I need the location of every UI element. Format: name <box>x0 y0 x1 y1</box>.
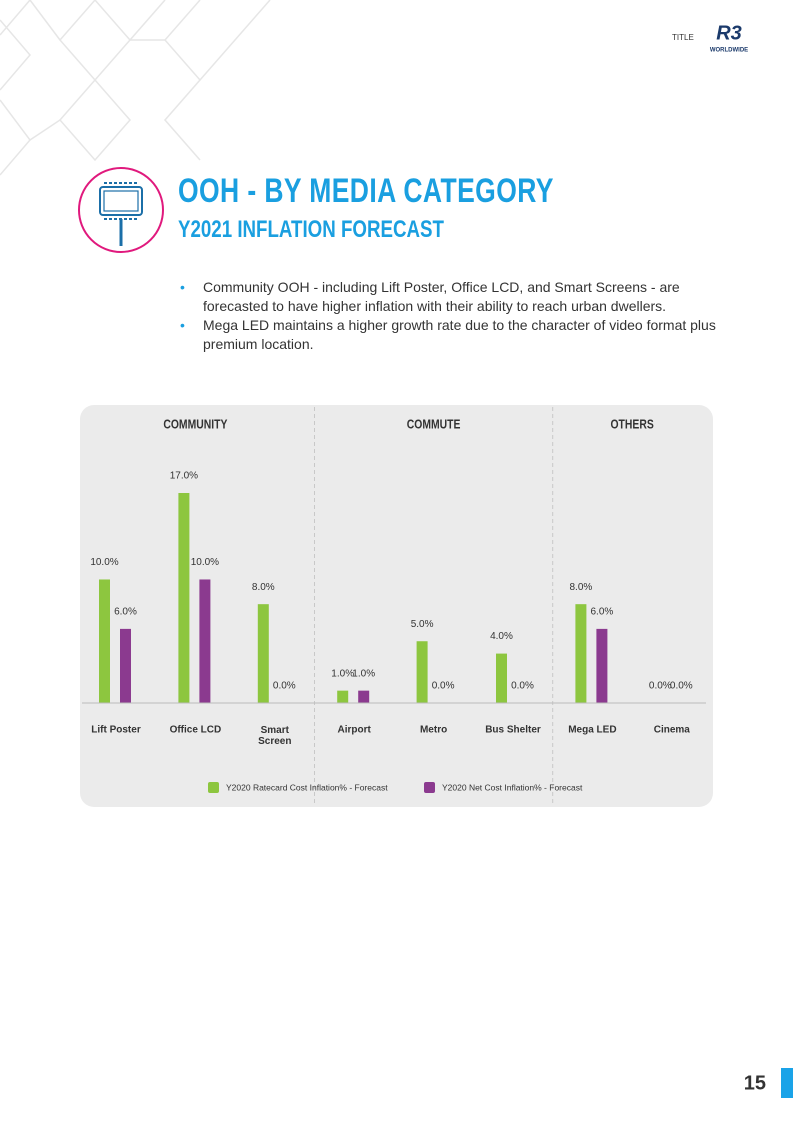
bar <box>120 628 131 703</box>
legend-swatch <box>208 782 219 793</box>
value-label: 10.0% <box>191 557 219 568</box>
category-label: Mega LED <box>568 725 616 736</box>
bar <box>337 690 349 703</box>
value-label: 17.0% <box>170 471 198 482</box>
category-label: Airport <box>338 725 372 736</box>
group-label: OTHERS <box>610 417 653 431</box>
bullet: Community OOH - including Lift Poster, O… <box>180 278 720 316</box>
category-label: Smart Screen <box>258 725 291 747</box>
background-pattern <box>0 0 271 176</box>
category-label: Office LCD <box>170 725 222 736</box>
logo: R3 <box>716 22 742 44</box>
value-label: 0.0% <box>511 681 534 692</box>
category-label: Lift Poster <box>91 725 141 736</box>
bar <box>596 628 608 703</box>
value-label: 0.0% <box>670 681 693 692</box>
value-label: 6.0% <box>591 607 614 618</box>
bar <box>496 653 507 703</box>
value-label: 5.0% <box>411 619 434 630</box>
value-label: 10.0% <box>90 557 118 568</box>
bullet-list: Community OOH - including Lift Poster, O… <box>180 278 720 354</box>
header-label: TITLE <box>672 33 694 42</box>
bullet: Mega LED maintains a higher growth rate … <box>180 316 720 354</box>
group-label: COMMUTE <box>407 417 461 431</box>
legend-label: Y2020 Ratecard Cost Inflation% - Forecas… <box>226 782 388 792</box>
chart: COMMUNITY Lift Poster 10.0% 6.0% Office LCD 1… <box>82 407 706 805</box>
bar <box>178 493 190 703</box>
value-label: 8.0% <box>252 582 275 593</box>
bar <box>358 690 370 703</box>
bar <box>416 641 428 703</box>
title: OOH - BY MEDIA CATEGORY <box>178 172 554 210</box>
value-label: 1.0% <box>331 668 354 679</box>
page-tab <box>781 1068 793 1098</box>
group-label: COMMUNITY <box>163 417 227 431</box>
value-label: 0.0% <box>649 681 672 692</box>
bar <box>257 604 269 703</box>
page-number: 15 <box>744 1072 766 1094</box>
legend-swatch <box>424 782 435 793</box>
legend-label: Y2020 Net Cost Inflation% - Forecast <box>442 782 583 792</box>
billboard-icon <box>78 167 164 253</box>
bar <box>575 604 587 703</box>
subtitle: Y2021 INFLATION FORECAST <box>178 216 444 243</box>
value-label: 1.0% <box>352 668 375 679</box>
chart-panel <box>80 405 713 807</box>
bar <box>199 579 211 703</box>
category-label: Cinema <box>654 725 691 736</box>
value-label: 0.0% <box>432 681 455 692</box>
bar <box>99 579 110 703</box>
logo-sub: WORLDWIDE <box>710 48 748 54</box>
value-label: 4.0% <box>490 631 513 642</box>
value-label: 8.0% <box>570 582 593 593</box>
value-label: 6.0% <box>114 607 137 618</box>
value-label: 0.0% <box>273 681 296 692</box>
category-label: Bus Shelter <box>485 725 541 736</box>
category-label: Metro <box>420 725 447 736</box>
